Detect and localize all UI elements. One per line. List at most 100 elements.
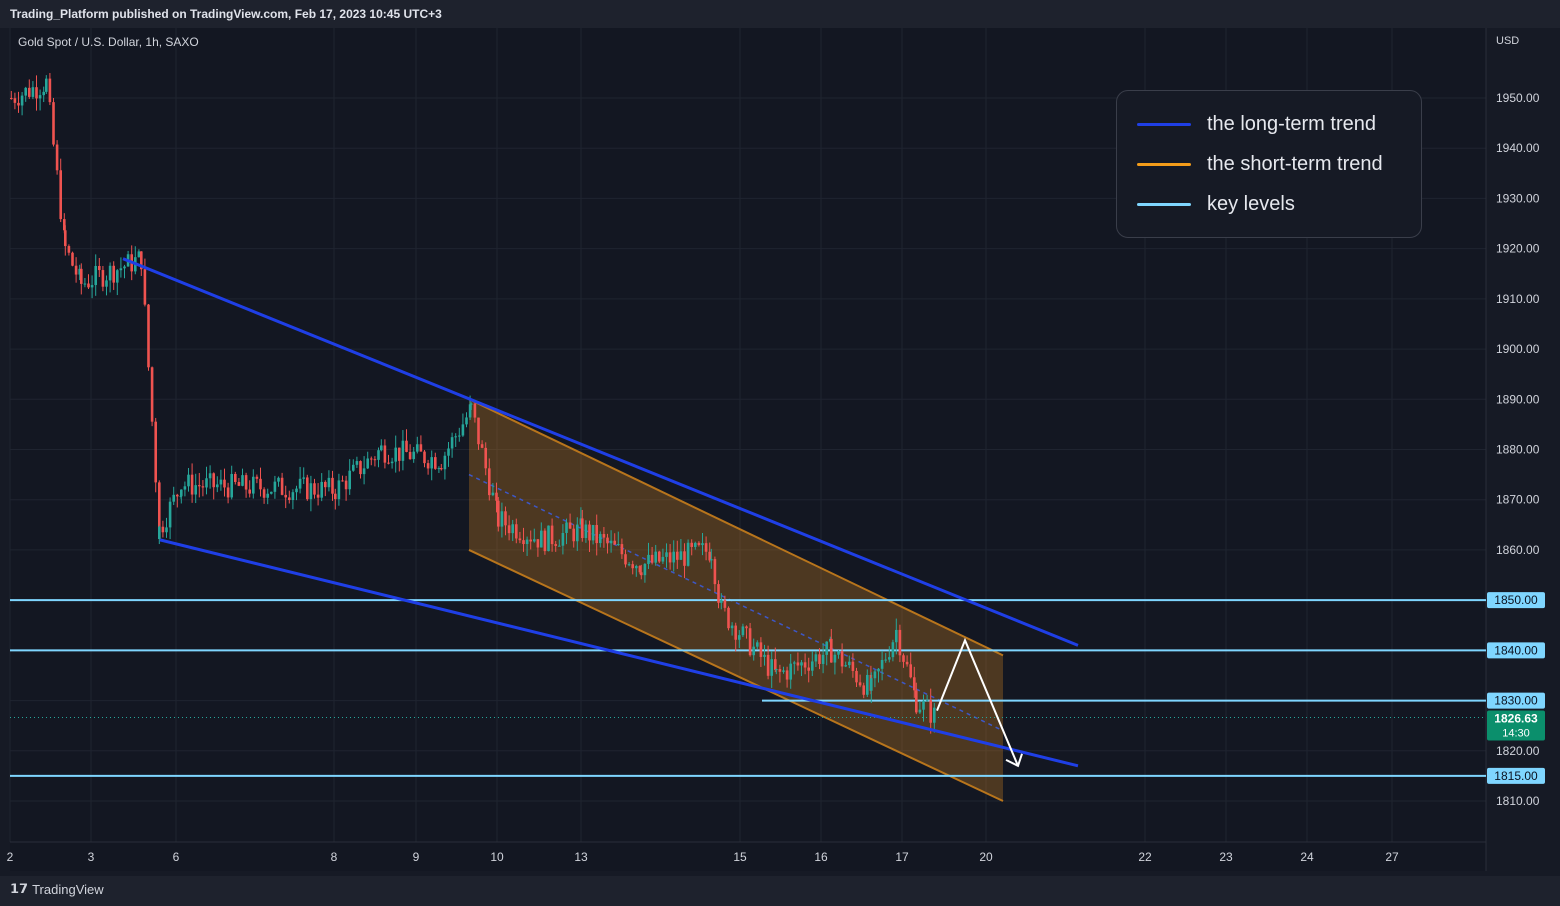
candle [602,534,606,538]
candle [270,491,273,494]
candle [327,477,331,488]
candle [708,551,711,561]
candle [488,468,491,496]
candle [337,480,341,500]
candle [515,524,518,539]
candle [613,540,616,545]
candle [465,417,468,425]
candle [676,551,679,560]
candle [101,270,105,287]
candle [866,674,869,695]
time-tick-label: 10 [490,850,504,864]
candle [933,707,936,723]
candle [226,487,230,498]
candle [576,524,579,542]
candle [518,538,522,541]
last-price-tag: 1826.63 14:30 [1487,710,1545,741]
candle [408,451,412,460]
candle [63,219,66,231]
candle [818,654,821,664]
candle [807,667,810,671]
candle [507,525,511,534]
time-tick-label: 23 [1219,850,1233,864]
candle [434,457,437,469]
legend-label: key levels [1207,193,1295,215]
candle [324,481,327,488]
publish-info: Trading_Platform published on TradingVie… [10,7,442,21]
candle [870,678,873,691]
candle [190,474,194,495]
candle [803,662,807,668]
candle [665,552,668,557]
candle [320,481,323,498]
candle [143,269,147,305]
candle [98,266,101,271]
candle [284,494,287,498]
candle [895,629,898,643]
candle [59,170,62,220]
candle [38,95,42,99]
candle [334,493,337,500]
candle [533,539,536,542]
candle [10,98,13,99]
candle [426,463,430,469]
legend-item-long-term: the long-term trend [1137,113,1376,136]
candle [401,440,405,461]
candle [35,87,38,99]
candle [348,470,351,490]
time-tick-label: 8 [331,850,338,864]
tradingview-logo[interactable]: 𝟭𝟳 TradingView [10,881,104,897]
candle [620,544,624,555]
candle [694,542,697,547]
candle [710,559,713,561]
candle [888,657,891,660]
candle [504,511,507,526]
candle [561,532,565,546]
time-tick-label: 13 [574,850,588,864]
candle [654,551,657,563]
candle [362,468,366,475]
candle [704,543,708,552]
price-tick-label: 1920.00 [1496,242,1540,256]
candle [925,700,929,702]
candle [720,600,723,603]
candle [640,572,643,576]
symbol-title[interactable]: Gold Spot / U.S. Dollar, 1h, SAXO [18,35,199,49]
candle [255,476,259,479]
candle [500,511,504,527]
candle [922,700,925,710]
candle [87,283,90,288]
candle [484,447,487,469]
axis-currency: USD [1496,35,1520,47]
candle [884,659,887,661]
candle [697,542,701,546]
candle [377,450,380,460]
candle [172,494,175,502]
candle [359,461,362,475]
candle [825,641,828,655]
candle [558,545,561,547]
candle [800,662,803,666]
candle [288,497,291,500]
candle [855,670,858,683]
candle [837,651,840,655]
key-level-tag [1487,592,1545,609]
candle [105,280,108,287]
candle [161,526,165,533]
candle [405,440,408,452]
footer-bar [0,876,1560,906]
candle [902,655,905,662]
candle [734,625,737,640]
candle [635,566,638,569]
candle [525,539,529,545]
candle [862,685,865,695]
candles [10,73,936,734]
price-tick-label: 1930.00 [1496,191,1540,205]
candle [234,473,237,482]
candle [858,682,862,686]
candle [473,403,477,418]
candle [713,559,717,585]
candle [477,417,480,445]
candle [259,478,262,490]
